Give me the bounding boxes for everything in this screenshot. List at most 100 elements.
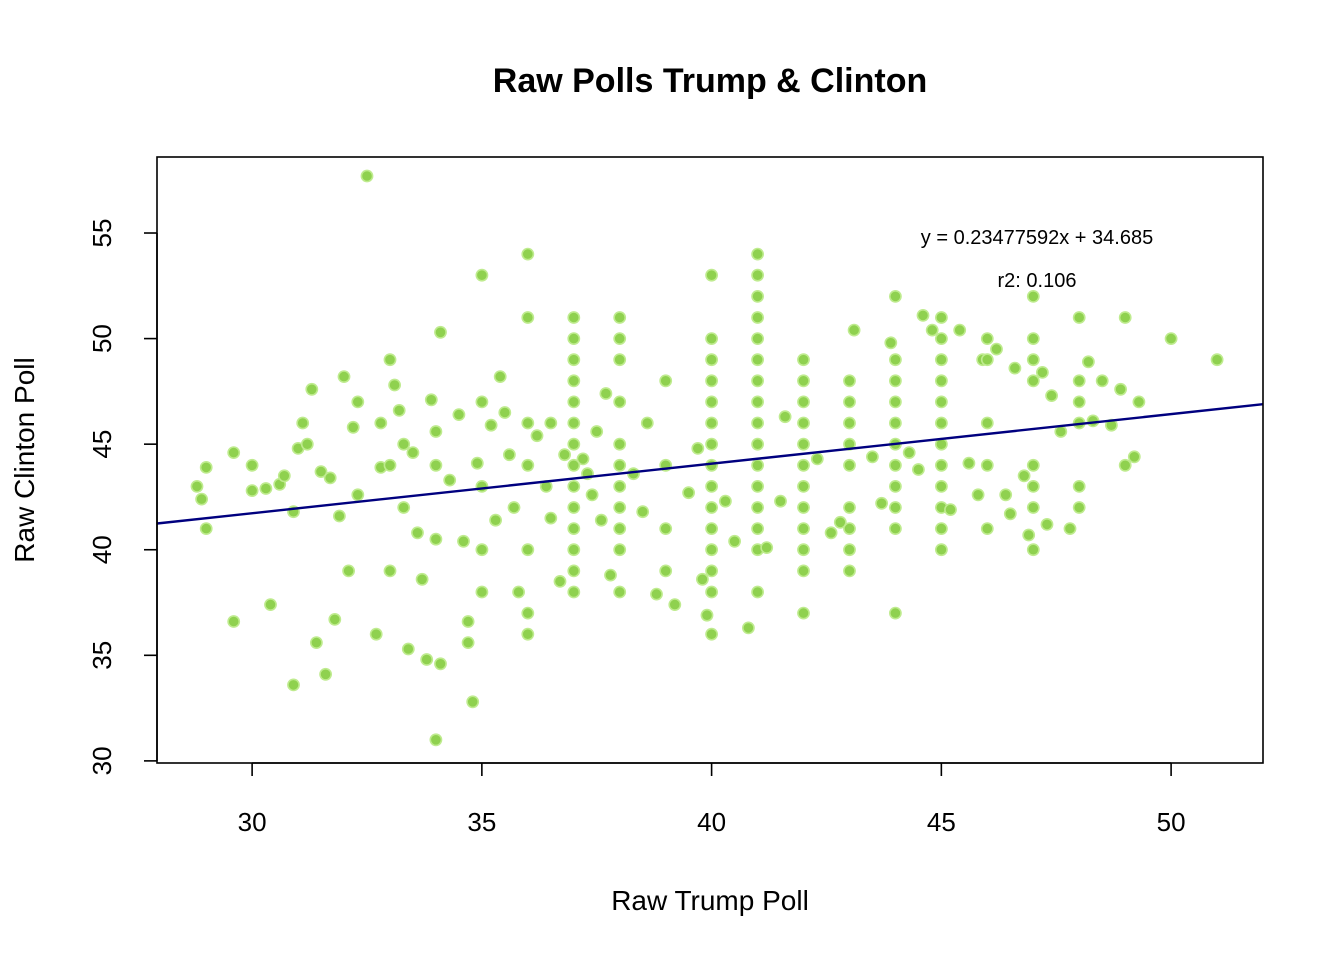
scatter-point bbox=[420, 653, 434, 666]
scatter-point bbox=[300, 437, 314, 451]
scatter-point bbox=[521, 458, 535, 472]
scatter-point bbox=[553, 575, 567, 588]
scatter-point bbox=[613, 522, 627, 535]
scatter-point bbox=[797, 395, 810, 409]
scatter-point bbox=[567, 522, 581, 535]
regression-layer bbox=[156, 403, 1264, 525]
scatter-point bbox=[613, 458, 627, 472]
scatter-point bbox=[369, 627, 383, 641]
y-tick-label: 50 bbox=[87, 324, 117, 353]
scatter-point bbox=[461, 636, 475, 649]
scatter-point bbox=[415, 572, 429, 586]
scatter-point bbox=[843, 458, 856, 472]
scatter-point bbox=[337, 370, 351, 383]
scatter-point bbox=[1026, 458, 1040, 472]
scatter-point bbox=[751, 522, 764, 535]
scatter-point bbox=[833, 515, 847, 529]
scatter-point bbox=[889, 353, 902, 367]
scatter-point bbox=[751, 479, 764, 493]
scatter-point bbox=[889, 374, 902, 388]
scatter-point bbox=[498, 406, 512, 419]
scatter-point bbox=[613, 437, 627, 451]
scatter-point bbox=[567, 458, 581, 472]
y-tick-label: 35 bbox=[87, 641, 117, 670]
scatter-point bbox=[259, 482, 273, 495]
scatter-point bbox=[475, 543, 489, 557]
scatter-point bbox=[429, 425, 443, 438]
scatter-point bbox=[429, 458, 443, 472]
scatter-point bbox=[962, 456, 976, 470]
scatter-point bbox=[309, 636, 323, 649]
scatter-point bbox=[1026, 479, 1040, 493]
scatter-point bbox=[227, 446, 241, 459]
scatter-point bbox=[613, 332, 627, 345]
scatter-point bbox=[461, 615, 475, 628]
scatter-point bbox=[980, 522, 994, 535]
scatter-point bbox=[682, 486, 695, 500]
scatter-point bbox=[493, 370, 507, 383]
scatter-point bbox=[797, 374, 810, 388]
scatter-point bbox=[429, 733, 443, 747]
scatter-point bbox=[521, 606, 535, 620]
scatter-point bbox=[576, 452, 590, 466]
scatter-point bbox=[728, 534, 741, 548]
scatter-point bbox=[475, 585, 489, 599]
scatter-point bbox=[1022, 528, 1036, 542]
scatter-point bbox=[889, 395, 902, 409]
scatter-point bbox=[383, 564, 397, 578]
scatter-point bbox=[719, 494, 732, 508]
scatter-point bbox=[392, 403, 406, 417]
scatter-point bbox=[884, 336, 898, 350]
scatter-point bbox=[751, 353, 764, 367]
regression-line bbox=[156, 403, 1264, 525]
points-layer bbox=[190, 169, 1224, 747]
scatter-point bbox=[199, 460, 213, 474]
scatter-point bbox=[751, 585, 764, 599]
scatter-point bbox=[774, 494, 787, 508]
y-tick-label: 30 bbox=[87, 746, 117, 775]
scatter-point bbox=[751, 332, 764, 345]
scatter-point bbox=[935, 458, 948, 472]
scatter-point bbox=[397, 501, 411, 514]
scatter-point bbox=[599, 387, 613, 400]
scatter-point bbox=[489, 513, 502, 527]
regression-equation: y = 0.23477592x + 34.685 bbox=[921, 227, 1153, 249]
x-tick-label: 35 bbox=[467, 807, 496, 837]
scatter-point bbox=[935, 416, 948, 430]
x-tick-label: 30 bbox=[238, 807, 267, 837]
scatter-point bbox=[751, 437, 764, 451]
scatter-point bbox=[1008, 361, 1022, 375]
scatter-point bbox=[190, 479, 204, 493]
scatter-point bbox=[1072, 479, 1086, 493]
scatter-point bbox=[751, 311, 764, 324]
scatter-point bbox=[512, 585, 525, 599]
scatter-point bbox=[351, 395, 365, 409]
scatter-point bbox=[705, 585, 718, 599]
scatter-point bbox=[705, 627, 718, 641]
scatter-point bbox=[484, 418, 498, 432]
scatter-point bbox=[640, 416, 654, 430]
scatter-point bbox=[613, 585, 627, 599]
scatter-point bbox=[797, 606, 810, 620]
scatter-point bbox=[443, 473, 457, 487]
scatter-point bbox=[475, 268, 489, 282]
scatter-point bbox=[245, 458, 259, 472]
scatter-point bbox=[1026, 501, 1040, 514]
scatter-point bbox=[705, 332, 718, 345]
scatter-point bbox=[429, 532, 443, 546]
scatter-point bbox=[470, 456, 484, 470]
scatter-point bbox=[705, 564, 718, 578]
scatter-point bbox=[1072, 311, 1086, 324]
scatter-point bbox=[705, 395, 718, 409]
scatter-point bbox=[1072, 395, 1086, 409]
scatter-point bbox=[264, 598, 277, 611]
scatter-point bbox=[567, 564, 581, 578]
scatter-point bbox=[705, 543, 718, 557]
scatter-point bbox=[751, 374, 764, 388]
scatter-point bbox=[935, 395, 948, 409]
scatter-point bbox=[700, 608, 714, 622]
scatter-point bbox=[902, 446, 916, 459]
scatter-point bbox=[889, 416, 902, 430]
scatter-point bbox=[521, 247, 535, 261]
scatter-point bbox=[406, 446, 420, 459]
